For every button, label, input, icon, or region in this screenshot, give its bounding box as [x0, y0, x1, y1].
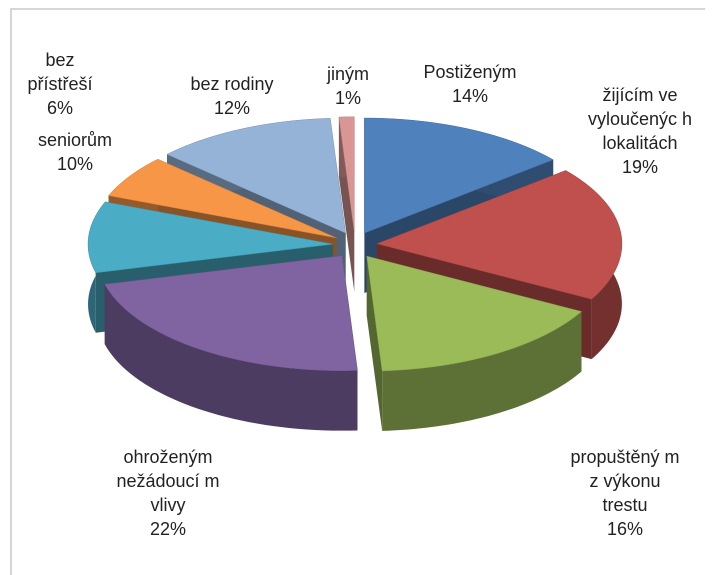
- slice-cut-wall: [366, 256, 383, 431]
- slice-top: [366, 255, 583, 372]
- category-name: ohroženým nežádoucí m vlivy: [116, 447, 220, 515]
- pie-slice: [338, 116, 355, 292]
- value-label: 1%: [334, 88, 361, 108]
- value-label: 12%: [213, 98, 251, 118]
- slice-label: Postiženým 14%: [395, 60, 545, 108]
- slice-label: seniorům 10%: [20, 128, 130, 176]
- value-label: 6%: [46, 98, 73, 118]
- pie-slice: [104, 255, 358, 431]
- slice-label: bez rodiny 12%: [167, 72, 297, 120]
- value-label: 22%: [149, 519, 187, 539]
- category-name: propuštěný m z výkonu trestu: [570, 447, 680, 515]
- slice-label: žijícím ve vyloučenýc h lokalitách 19%: [575, 83, 705, 179]
- frame: [10, 8, 705, 575]
- category-name: seniorům: [37, 130, 113, 150]
- slice-label: propuštěný m z výkonu trestu 16%: [565, 445, 685, 541]
- slice-label: jiným 1%: [318, 62, 378, 110]
- slice-side: [104, 284, 358, 431]
- category-name: Postiženým: [423, 62, 517, 82]
- slice-label: bez přístřeší 6%: [25, 48, 95, 120]
- category-name: jiným: [326, 64, 369, 84]
- slice-top: [87, 201, 334, 274]
- category-name: žijícím ve vyloučenýc h lokalitách: [587, 85, 693, 153]
- category-name: bez přístřeší: [27, 50, 93, 94]
- pie-slice: [366, 255, 583, 431]
- slice-top: [376, 170, 623, 300]
- value-label: 14%: [451, 86, 489, 106]
- slice-top: [364, 117, 554, 234]
- slice-top: [338, 116, 355, 232]
- slice-top: [108, 158, 337, 239]
- category-name: bez rodiny: [190, 74, 274, 94]
- value-label: 19%: [621, 157, 659, 177]
- slice-top: [166, 118, 346, 234]
- slice-top: [104, 255, 358, 371]
- value-label: 16%: [606, 519, 644, 539]
- value-label: 10%: [56, 154, 94, 174]
- slice-label: ohroženým nežádoucí m vlivy 22%: [108, 445, 228, 541]
